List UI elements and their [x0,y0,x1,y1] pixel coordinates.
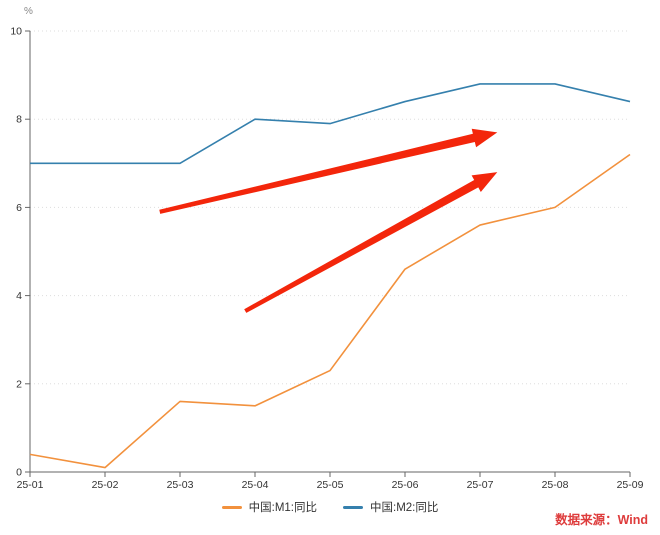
x-tick-label: 25-04 [242,479,269,491]
legend-label-m1: 中国:M1:同比 [248,502,317,514]
x-tick-label: 25-02 [92,479,119,491]
legend: 中国:M1:同比 中国:M2:同比 [0,499,660,515]
x-tick-label: 25-01 [17,479,44,491]
legend-item-m1: 中国:M1:同比 [221,499,317,515]
annotation-arrow [159,128,498,214]
series-line-m1 [29,153,631,469]
x-tick-label: 25-06 [392,479,419,491]
series-line-m2 [30,83,631,165]
legend-label-m2: 中国:M2:同比 [370,502,439,514]
legend-swatch-m2 [343,505,363,509]
y-tick-label: 2 [16,378,22,390]
legend-item-m2: 中国:M2:同比 [343,499,438,515]
y-axis-unit-label: % [24,6,33,17]
y-tick-label: 6 [16,202,22,214]
x-tick-label: 25-09 [617,479,644,491]
annotation-arrow [244,172,498,313]
y-tick-label: 8 [16,114,22,126]
y-tick-label: 10 [10,26,22,38]
data-source-note: 数据来源：Wind [555,513,648,527]
y-tick-label: 4 [16,290,22,302]
x-tick-label: 25-05 [317,479,344,491]
x-tick-label: 25-03 [167,479,194,491]
line-chart-plot: 0 2 4 6 8 10 25-01 25-02 25-03 25-04 25-05 25-06 25-… [10,26,644,492]
y-tick-label: 0 [16,467,22,479]
x-tick-label: 25-08 [542,479,569,491]
x-tick-label: 25-07 [467,479,494,491]
legend-swatch-m1 [221,505,242,509]
